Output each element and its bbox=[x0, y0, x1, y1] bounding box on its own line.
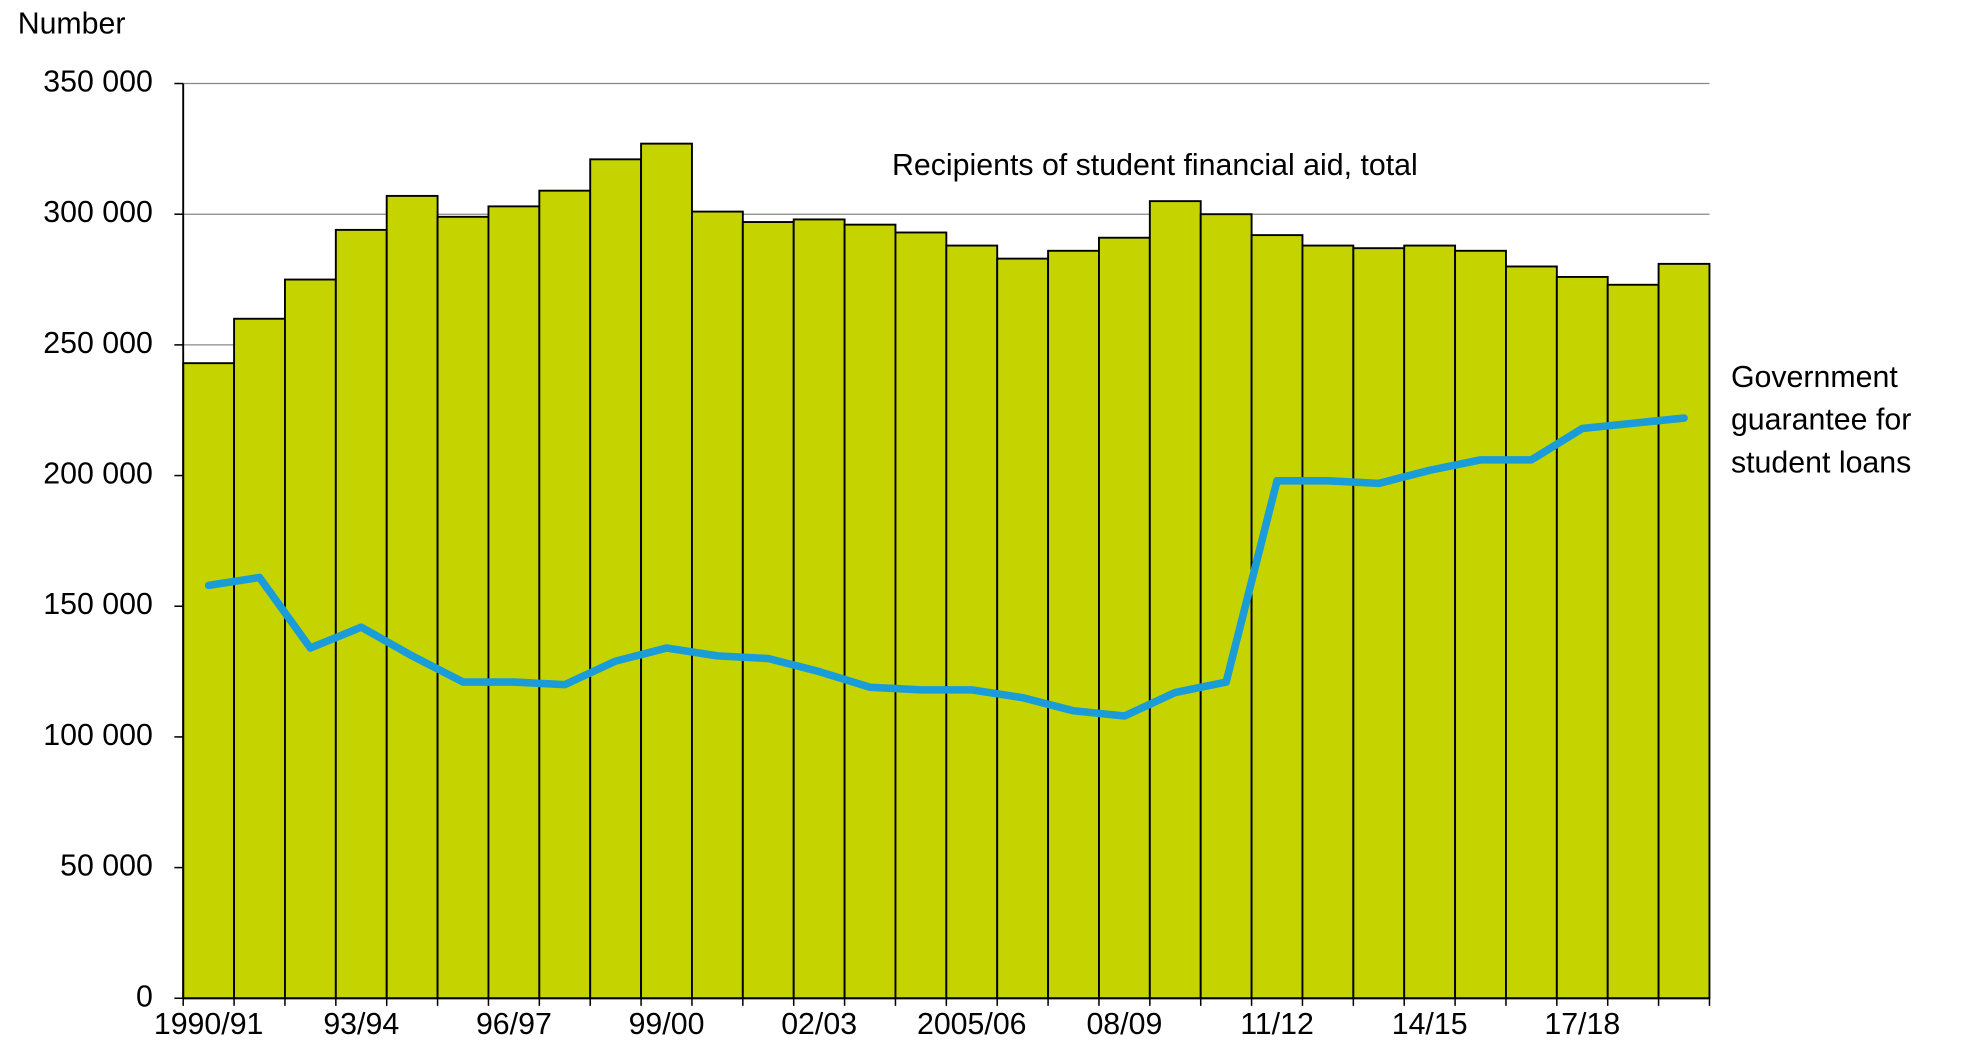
bar bbox=[1454, 249, 1507, 1000]
bar bbox=[792, 218, 846, 1000]
bar bbox=[487, 205, 541, 1000]
x-tick-label: 1990/91 bbox=[154, 1008, 264, 1041]
bar bbox=[843, 223, 897, 1000]
x-tick-label: 99/00 bbox=[629, 1008, 705, 1041]
series-label-box: Government guarantee for student loans bbox=[1730, 360, 1912, 481]
bar bbox=[233, 317, 286, 1000]
bar bbox=[996, 257, 1050, 1000]
bar bbox=[589, 158, 643, 1000]
y-tick-label: 150 000 bbox=[43, 588, 153, 621]
series-label: Government guarantee for student loans bbox=[1730, 360, 1912, 481]
bar bbox=[538, 189, 592, 1000]
bar bbox=[1047, 249, 1100, 1000]
bar bbox=[945, 244, 999, 1000]
bar bbox=[1657, 262, 1711, 1000]
y-tick-label: 200 000 bbox=[43, 458, 153, 491]
x-tick-label: 2005/06 bbox=[917, 1008, 1027, 1041]
y-tick-label: 100 000 bbox=[43, 719, 153, 752]
y-tick-label: 250 000 bbox=[43, 327, 153, 360]
bar bbox=[1352, 247, 1406, 1000]
x-tick-label: 02/03 bbox=[781, 1008, 857, 1041]
bar bbox=[1606, 283, 1660, 1000]
x-tick-label: 93/94 bbox=[323, 1008, 399, 1041]
bar bbox=[741, 221, 795, 1000]
y-axis-label: Number bbox=[18, 7, 126, 40]
bar bbox=[1301, 244, 1355, 1000]
y-tick-label: 350 000 bbox=[43, 66, 153, 99]
bar bbox=[1555, 275, 1609, 1000]
y-tick-label: 0 bbox=[136, 980, 153, 1013]
line bbox=[204, 414, 1688, 720]
bar bbox=[1250, 234, 1304, 1000]
bar bbox=[334, 228, 388, 1000]
bar bbox=[640, 142, 693, 1000]
bar bbox=[894, 231, 948, 1000]
x-tick-label: 96/97 bbox=[476, 1008, 552, 1041]
x-tick-label: 08/09 bbox=[1086, 1008, 1162, 1041]
x-tick-label: 11/12 bbox=[1240, 1008, 1314, 1041]
y-tick-label: 300 000 bbox=[43, 196, 153, 229]
bar bbox=[1098, 236, 1151, 1000]
series-label: Recipients of student financial aid, tot… bbox=[892, 149, 1418, 182]
bar bbox=[182, 362, 236, 1000]
x-tick-label: 14/15 bbox=[1392, 1008, 1468, 1041]
bar bbox=[1403, 244, 1457, 1000]
bar bbox=[436, 215, 490, 1000]
bar bbox=[691, 210, 744, 1000]
overlay: 1990/91 93/94 96/97 99/00 02/03 2005/06 08/09 1… bbox=[154, 82, 1912, 1041]
bar bbox=[1505, 265, 1558, 1000]
bar bbox=[1148, 200, 1202, 1000]
bar bbox=[385, 194, 439, 1000]
x-tick-label: 17/18 bbox=[1544, 1008, 1620, 1041]
bars bbox=[182, 142, 1711, 1000]
y-tick-label: 50 000 bbox=[60, 850, 153, 883]
